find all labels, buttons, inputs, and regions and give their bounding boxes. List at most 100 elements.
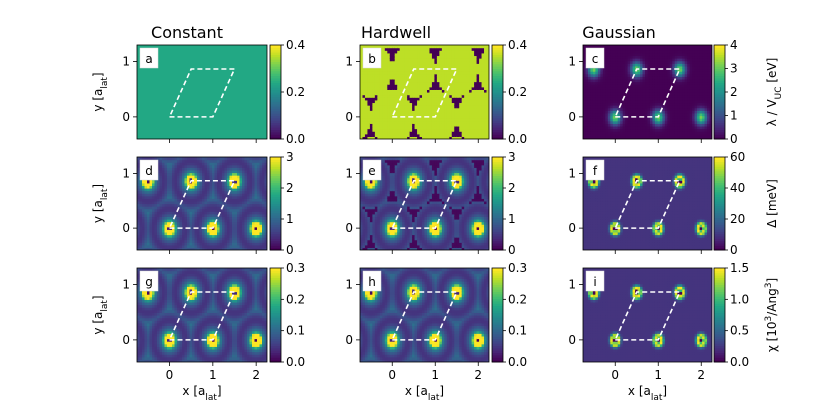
heatmap-cell [610, 71, 614, 75]
heatmap-cell [362, 102, 366, 106]
heatmap-cell [466, 107, 470, 111]
heatmap-cell [459, 125, 463, 130]
heatmap-cell [237, 92, 241, 96]
heatmap-cell [654, 65, 659, 70]
heatmap-cell [412, 99, 416, 104]
heatmap-cell [652, 73, 656, 77]
heatmap-cell [389, 128, 393, 132]
colorbar-segment [492, 101, 503, 105]
heatmap-cell [657, 120, 661, 124]
heatmap-cell [137, 131, 141, 135]
heatmap-cell [597, 112, 601, 117]
heatmap-cell [187, 50, 191, 54]
heatmap-cell [409, 107, 413, 111]
heatmap-cell [469, 136, 473, 139]
heatmap-cell [429, 71, 433, 75]
heatmap-cell [407, 125, 411, 130]
heatmap-cell [219, 99, 223, 104]
heatmap-cell [167, 107, 171, 111]
heatmap-cell [617, 71, 621, 75]
heatmap-cell [461, 71, 465, 75]
heatmap-cell [647, 58, 651, 62]
heatmap-cell [162, 55, 166, 59]
heatmap-cell [152, 105, 156, 109]
heatmap-cell [207, 60, 211, 64]
heatmap-cell [169, 118, 173, 122]
heatmap-cell [194, 81, 198, 85]
heatmap-cell [640, 107, 644, 111]
heatmap-cell [242, 110, 246, 114]
heatmap-cell [486, 76, 489, 80]
heatmap-cell [397, 63, 401, 67]
heatmap-cell [449, 102, 453, 106]
heatmap-cell [387, 47, 391, 51]
heatmap-cell [222, 94, 226, 98]
heatmap-cell [374, 120, 378, 124]
heatmap-cell [605, 73, 609, 77]
heatmap-cell [459, 128, 463, 132]
heatmap-cell [635, 123, 639, 127]
heatmap-cell [454, 99, 458, 104]
heatmap-cell [187, 110, 191, 114]
heatmap-cell [149, 105, 153, 109]
heatmap-cell [583, 125, 587, 130]
heatmap-cell [627, 133, 631, 137]
heatmap-cell [169, 125, 173, 130]
heatmap-cell [409, 99, 413, 104]
heatmap-cell [182, 76, 186, 80]
heatmap-cell [184, 131, 188, 135]
heatmap-cell [182, 110, 186, 114]
heatmap-cell [640, 78, 644, 83]
heatmap-cell [189, 120, 193, 124]
heatmap-cell [249, 107, 253, 111]
heatmap-cell [464, 107, 468, 111]
heatmap-cell [154, 136, 158, 139]
heatmap-cell [229, 86, 233, 90]
heatmap-cell [466, 47, 470, 51]
heatmap-cell [137, 112, 141, 117]
heatmap-cell [476, 97, 480, 101]
heatmap-cell [227, 84, 231, 88]
heatmap-cell [610, 68, 614, 72]
heatmap-cell [384, 52, 388, 57]
heatmap-cell [367, 94, 371, 98]
heatmap-cell [217, 94, 221, 98]
heatmap-cell [234, 131, 238, 135]
heatmap-cell [384, 118, 388, 122]
heatmap-cell [407, 97, 411, 101]
heatmap-cell [137, 76, 141, 80]
heatmap-cell [645, 94, 649, 98]
heatmap-cell [399, 55, 403, 59]
heatmap-cell [461, 45, 465, 49]
heatmap-cell [179, 60, 183, 64]
heatmap-cell [627, 97, 631, 101]
heatmap-cell [635, 78, 639, 83]
heatmap-cell [612, 97, 616, 101]
heatmap-cell [422, 120, 426, 124]
heatmap-cell [444, 81, 448, 85]
heatmap-cell [607, 115, 611, 119]
heatmap-cell [137, 107, 141, 111]
heatmap-cell [615, 94, 619, 98]
heatmap-cell [429, 110, 433, 114]
heatmap-cell [199, 89, 203, 93]
colorbar-segment [492, 108, 503, 112]
heatmap-cell [197, 136, 201, 139]
heatmap-cell [404, 45, 408, 49]
heatmap-cell [159, 131, 163, 135]
heatmap-cell [426, 105, 431, 109]
heatmap-cell [476, 99, 480, 104]
heatmap-cell [247, 89, 251, 93]
heatmap-cell [471, 50, 475, 54]
heatmap-cell [187, 60, 191, 64]
y-axis-label-main: y [a [91, 89, 105, 112]
heatmap-cell [369, 92, 373, 96]
heatmap-cell [394, 55, 398, 59]
heatmap-cell [199, 73, 203, 77]
y-tick-label: 0 [122, 110, 130, 124]
heatmap-cell [244, 60, 248, 64]
heatmap-cell [431, 65, 436, 70]
heatmap-cell [364, 110, 369, 114]
heatmap-cell [157, 81, 161, 85]
heatmap-cell [471, 136, 475, 139]
